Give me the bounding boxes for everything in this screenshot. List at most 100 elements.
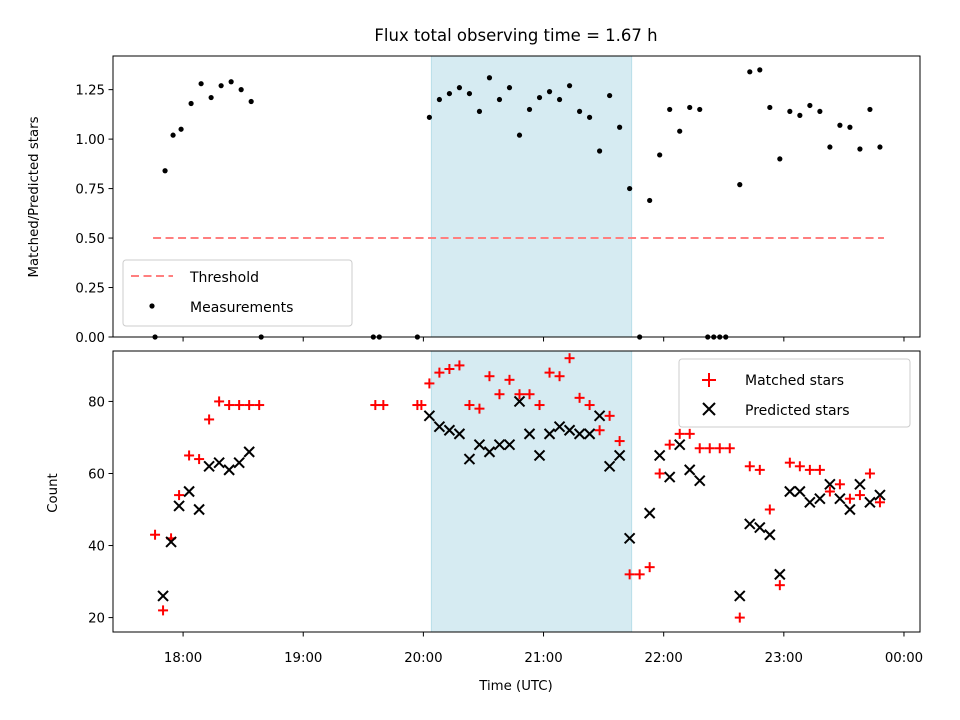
predicted-star-point: [473, 438, 486, 451]
matched-star-point: [604, 410, 615, 421]
matched-star-point: [784, 457, 795, 468]
measurement-point: [506, 85, 513, 91]
chart-title: Flux total observing time = 1.67 h: [374, 26, 657, 45]
legend-measurements-swatch: [149, 303, 155, 309]
measurement-point: [597, 148, 603, 154]
predicted-star-point: [165, 536, 177, 548]
x-tick-label: 21:00: [524, 651, 562, 666]
predicted-star-point: [874, 489, 886, 501]
measurement-point: [536, 94, 543, 101]
predicted-star-point: [453, 428, 466, 440]
predicted-star-point: [593, 410, 606, 422]
measurement-point: [556, 96, 563, 103]
predicted-star-point: [864, 496, 876, 509]
legend-threshold-label: Threshold: [189, 270, 259, 286]
bottom-y-axis-label: Count: [46, 473, 61, 513]
top-axes: 0.00 0.25 0.50 0.75 1.00 1.25: [75, 55, 921, 346]
matched-star-point: [484, 371, 495, 382]
measurement-point: [436, 96, 443, 103]
measurement-point: [687, 104, 693, 111]
predicted-star-point: [513, 395, 526, 408]
y-tick-label: 20: [88, 612, 105, 627]
predicted-star-point: [854, 478, 866, 491]
y-tick-label: 0.00: [75, 331, 105, 346]
matched-star-point: [674, 428, 685, 439]
matched-star-point: [594, 425, 605, 436]
matched-star-point: [774, 580, 785, 591]
measurement-point: [486, 75, 493, 81]
measurement-point: [867, 106, 873, 113]
measurement-point: [546, 89, 553, 95]
matched-star-point: [744, 461, 755, 472]
matched-star-point: [644, 562, 655, 573]
predicted-star-point: [203, 460, 215, 472]
measurement-point: [178, 126, 184, 132]
matched-star-point: [864, 468, 875, 479]
matched-star-point: [378, 400, 389, 411]
y-tick-label: 0.25: [75, 282, 105, 297]
predicted-star-point: [223, 464, 235, 476]
measurement-point: [777, 156, 783, 162]
bottom-panel: 20 40 60 80 18:00 19:00 20:00 21:00 22:00 23:00 00…: [46, 350, 923, 694]
matched-star-point: [584, 400, 595, 411]
x-tick-label: 20:00: [404, 651, 442, 666]
matched-star-point: [464, 400, 475, 411]
matched-star-point: [534, 400, 545, 411]
measurement-point: [767, 104, 773, 111]
predicted-stars-points: [157, 395, 886, 602]
predicted-star-point: [653, 449, 666, 462]
measurement-point: [797, 112, 803, 118]
measurement-point: [566, 83, 573, 89]
axes-frame: [112, 350, 921, 633]
matched-star-point: [684, 428, 695, 439]
predicted-star-point: [804, 496, 816, 509]
predicted-star-point: [157, 590, 169, 602]
measurement-point: [847, 124, 853, 130]
y-tick-label: 0.75: [75, 183, 105, 198]
x-axis-label: Time (UTC): [478, 679, 553, 694]
measurement-point: [627, 185, 633, 192]
top-shaded-span: [430, 55, 633, 338]
measurement-point: [787, 108, 793, 115]
measurement-point: [617, 124, 623, 130]
matched-star-point: [234, 400, 245, 411]
matched-star-point: [514, 389, 525, 400]
matched-star-point: [704, 443, 715, 454]
matched-star-point: [664, 439, 675, 450]
predicted-star-point: [684, 464, 696, 476]
predicted-star-point: [834, 492, 846, 505]
matched-star-point: [714, 443, 725, 454]
bottom-legend-box: [678, 358, 911, 428]
predicted-star-point: [794, 485, 806, 498]
predicted-star-point: [573, 428, 586, 440]
matched-star-point: [224, 400, 235, 411]
measurement-point: [757, 67, 763, 73]
predicted-star-point: [824, 478, 836, 491]
predicted-star-point: [423, 410, 436, 422]
predicted-star-point: [503, 438, 516, 451]
matched-star-point: [764, 504, 775, 515]
predicted-star-point: [784, 485, 796, 498]
predicted-star-point: [213, 456, 225, 469]
measurement-point: [516, 132, 523, 138]
y-tick-label: 0.50: [75, 232, 105, 247]
matched-star-point: [844, 493, 855, 504]
measurement-point: [827, 144, 833, 150]
measurement-point: [657, 152, 663, 158]
measurement-point: [576, 108, 583, 115]
x-tick-label: 00:00: [885, 651, 923, 666]
measurement-point: [677, 128, 683, 134]
matched-star-point: [824, 486, 835, 497]
measurement-point: [248, 98, 254, 105]
measurement-point: [607, 92, 613, 99]
matched-stars-points: [150, 353, 885, 623]
legend-matched-label: Matched stars: [745, 373, 844, 389]
predicted-star-point: [523, 428, 536, 440]
predicted-star-point: [603, 460, 616, 472]
matched-star-point: [834, 479, 845, 490]
matched-star-point: [724, 443, 735, 454]
measurement-point: [526, 106, 533, 113]
matched-star-point: [184, 450, 195, 461]
measurement-point: [817, 108, 823, 115]
matched-star-point: [614, 436, 625, 447]
